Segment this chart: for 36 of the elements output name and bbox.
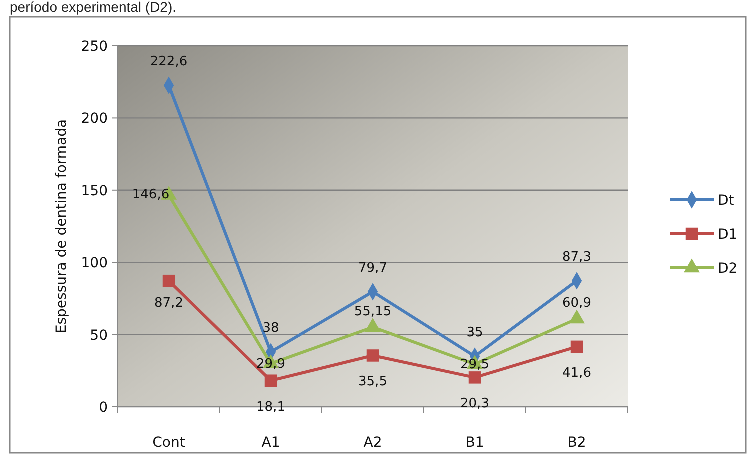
data-label: 87,3 <box>562 250 592 265</box>
data-label: 29,9 <box>256 356 286 372</box>
data-label: 35,5 <box>358 374 388 390</box>
y-tick-label: 200 <box>81 111 108 128</box>
point <box>468 372 482 384</box>
x-tick-label: B2 <box>568 435 586 451</box>
point <box>264 374 278 387</box>
x-tick-label: A1 <box>262 435 280 451</box>
x-tick-label: B1 <box>466 435 484 451</box>
point <box>570 340 584 354</box>
x-tick-label: A2 <box>364 435 382 451</box>
data-label: 38 <box>262 321 280 336</box>
y-tick-label: 100 <box>81 256 108 272</box>
text: período experimental (D2). <box>10 0 177 15</box>
data-label: 20,3 <box>460 396 490 412</box>
data-label: 29,5 <box>460 357 490 372</box>
legend-label: Dt <box>718 193 735 209</box>
data-label: 18,1 <box>256 400 286 415</box>
data-label: 41,6 <box>562 366 592 381</box>
data-label: 146,6 <box>132 187 170 202</box>
legend-label: D2 <box>718 261 738 277</box>
y-tick-label: 0 <box>99 400 108 416</box>
data-label: 87,2 <box>154 296 184 312</box>
legend-label: D1 <box>718 227 738 243</box>
y-tick-label: 150 <box>81 183 108 200</box>
y-axis-title: Espessura de dentina formada <box>54 119 70 334</box>
data-label: 55,15 <box>354 304 392 320</box>
data-label: 60,9 <box>562 296 592 312</box>
point <box>366 350 380 362</box>
data-label: 222,6 <box>150 54 188 70</box>
y-tick-label: 250 <box>81 39 108 55</box>
data-label: 35 <box>466 325 484 340</box>
x-tick-label: Cont <box>152 435 186 451</box>
point <box>162 274 176 288</box>
data-label: 79,7 <box>358 260 388 276</box>
y-tick-label: 50 <box>90 328 108 344</box>
